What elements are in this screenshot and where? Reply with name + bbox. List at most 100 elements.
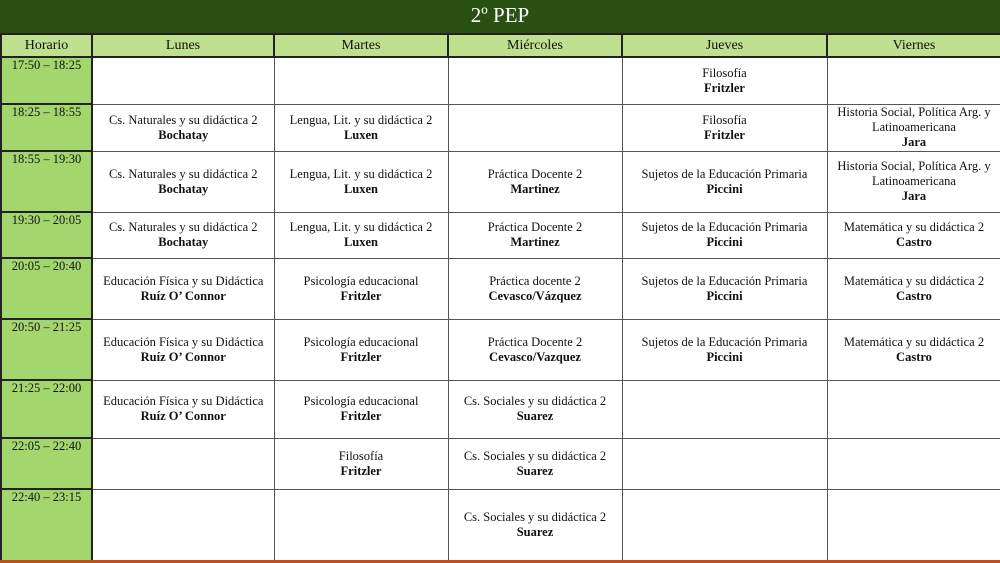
teacher-name: Ruíz O’ Connor [140, 288, 226, 303]
time-slot: 18:55 – 19:30 [0, 150, 93, 213]
teacher-name: Fritzler [704, 127, 745, 142]
class-cell [273, 56, 449, 105]
time-slot: 17:50 – 18:25 [0, 56, 93, 105]
subject-name: Lengua, Lit. y su didáctica 2 [289, 220, 433, 234]
table-row: 19:30 – 20:05 Cs. Naturales y su didáctic… [0, 211, 1000, 259]
column-header: Lunes [91, 33, 275, 58]
class-cell: Filosofía Fritzler [621, 56, 828, 105]
teacher-name: Bochatay [158, 127, 209, 142]
class-cell: Matemática y su didáctica 2 Castro [826, 257, 1000, 320]
teacher-name: Piccini [706, 181, 743, 196]
teacher-name: Fritzler [704, 80, 745, 95]
subject-name: Sujetos de la Educación Primaria [641, 220, 808, 234]
class-cell [447, 56, 623, 105]
class-cell [826, 56, 1000, 105]
column-header: Viernes [826, 33, 1000, 58]
class-cell: Cs. Sociales y su didáctica 2 Suarez [447, 488, 623, 562]
subject-name: Matemática y su didáctica 2 [843, 273, 985, 288]
subject-name: Sujetos de la Educación Primaria [641, 166, 808, 181]
subject-name: Filosofía [338, 448, 384, 463]
teacher-name: Piccini [706, 235, 743, 249]
teacher-name: Cevasco/Vázquez [488, 288, 582, 303]
class-cell: Psicología educacional Fritzler [273, 379, 449, 439]
header-row: Horario Lunes Martes Miércoles Jueves Viernes [0, 33, 1000, 58]
class-cell: Lengua, Lit. y su didáctica 2 Luxen [273, 211, 449, 259]
teacher-name: Suarez [516, 409, 554, 423]
class-cell [91, 56, 275, 105]
teacher-name: Ruíz O’ Connor [140, 349, 226, 364]
subject-name: Educación Física y su Didáctica [103, 394, 264, 408]
time-slot: 20:05 – 20:40 [0, 257, 93, 320]
time-slot: 21:25 – 22:00 [0, 379, 93, 439]
class-cell: Lengua, Lit. y su didáctica 2 Luxen [273, 150, 449, 213]
subject-name: Sujetos de la Educación Primaria [641, 334, 808, 349]
table-row: 22:05 – 22:40 Filosofía Fritzler Cs. Social… [0, 437, 1000, 490]
class-cell: Historia Social, Política Arg. y Latinoa… [826, 150, 1000, 213]
class-cell: Filosofía Fritzler [273, 437, 449, 490]
class-cell [621, 379, 828, 439]
teacher-name: Cevasco/Vazquez [489, 349, 581, 364]
class-cell: Educación Física y su Didáctica Ruíz O’ C… [91, 318, 275, 381]
bottom-border [0, 560, 1000, 563]
page-title: 2º PEP [0, 0, 1000, 33]
class-cell: Psicología educacional Fritzler [273, 318, 449, 381]
class-cell: Educación Física y su Didáctica Ruíz O’ C… [91, 257, 275, 320]
subject-name: Psicología educacional [303, 273, 419, 288]
teacher-name: Castro [896, 288, 932, 303]
column-header: Horario [0, 33, 93, 58]
class-cell [447, 103, 623, 152]
class-cell [621, 488, 828, 562]
table-row: 20:05 – 20:40 Educación Física y su Didác… [0, 257, 1000, 320]
subject-name: Práctica Docente 2 [487, 220, 583, 234]
class-cell: Matemática y su didáctica 2 Castro [826, 318, 1000, 381]
subject-name: Matemática y su didáctica 2 [843, 334, 985, 349]
class-cell [91, 437, 275, 490]
teacher-name: Luxen [343, 235, 379, 249]
class-cell: Práctica Docente 2 Cevasco/Vazquez [447, 318, 623, 381]
class-cell: Sujetos de la Educación Primaria Piccini [621, 318, 828, 381]
class-cell: Matemática y su didáctica 2 Castro [826, 211, 1000, 259]
teacher-name: Castro [896, 349, 932, 364]
class-cell: Práctica Docente 2 Martinez [447, 211, 623, 259]
class-cell: Cs. Naturales y su didáctica 2 Bochatay [91, 150, 275, 213]
time-slot: 22:05 – 22:40 [0, 437, 93, 490]
subject-name: Sujetos de la Educación Primaria [641, 273, 808, 288]
subject-name: Historia Social, Política Arg. y Latinoa… [837, 105, 991, 134]
time-slot: 22:40 – 23:15 [0, 488, 93, 562]
class-cell [91, 488, 275, 562]
teacher-name: Fritzler [340, 288, 382, 303]
teacher-name: Luxen [343, 181, 379, 196]
class-cell [826, 379, 1000, 439]
teacher-name: Suarez [516, 525, 554, 539]
class-cell: Cs. Sociales y su didáctica 2 Suarez [447, 379, 623, 439]
class-cell: Cs. Naturales y su didáctica 2 Bochatay [91, 103, 275, 152]
teacher-name: Luxen [343, 127, 379, 142]
class-cell: Educación Física y su Didáctica Ruíz O’ C… [91, 379, 275, 439]
subject-name: Práctica Docente 2 [487, 166, 583, 181]
class-cell: Lengua, Lit. y su didáctica 2 Luxen [273, 103, 449, 152]
table-row: 18:25 – 18:55 Cs. Naturales y su didáctic… [0, 103, 1000, 152]
time-slot: 19:30 – 20:05 [0, 211, 93, 259]
class-cell: Filosofía Fritzler [621, 103, 828, 152]
class-cell [621, 437, 828, 490]
subject-name: Cs. Naturales y su didáctica 2 [108, 220, 258, 234]
subject-name: Cs. Naturales y su didáctica 2 [108, 112, 258, 127]
teacher-name: Suarez [516, 463, 554, 478]
class-cell: Cs. Naturales y su didáctica 2 Bochatay [91, 211, 275, 259]
teacher-name: Martinez [510, 181, 560, 196]
table-row: 22:40 – 23:15 Cs. Sociales y su didáctica… [0, 488, 1000, 562]
teacher-name: Piccini [706, 349, 743, 364]
class-cell: Historia Social, Política Arg. y Latinoa… [826, 103, 1000, 152]
subject-name: Cs. Sociales y su didáctica 2 [463, 448, 607, 463]
class-cell [826, 488, 1000, 562]
teacher-name: Ruíz O’ Connor [140, 409, 226, 423]
subject-name: Práctica docente 2 [489, 273, 581, 288]
teacher-name: Jara [901, 189, 927, 203]
subject-name: Lengua, Lit. y su didáctica 2 [289, 112, 433, 127]
table-row: 17:50 – 18:25 Filosofía Fritzler [0, 56, 1000, 105]
class-cell [826, 437, 1000, 490]
teacher-name: Fritzler [340, 409, 382, 423]
teacher-name: Fritzler [340, 349, 382, 364]
subject-name: Práctica Docente 2 [487, 334, 583, 349]
class-cell: Sujetos de la Educación Primaria Piccini [621, 257, 828, 320]
